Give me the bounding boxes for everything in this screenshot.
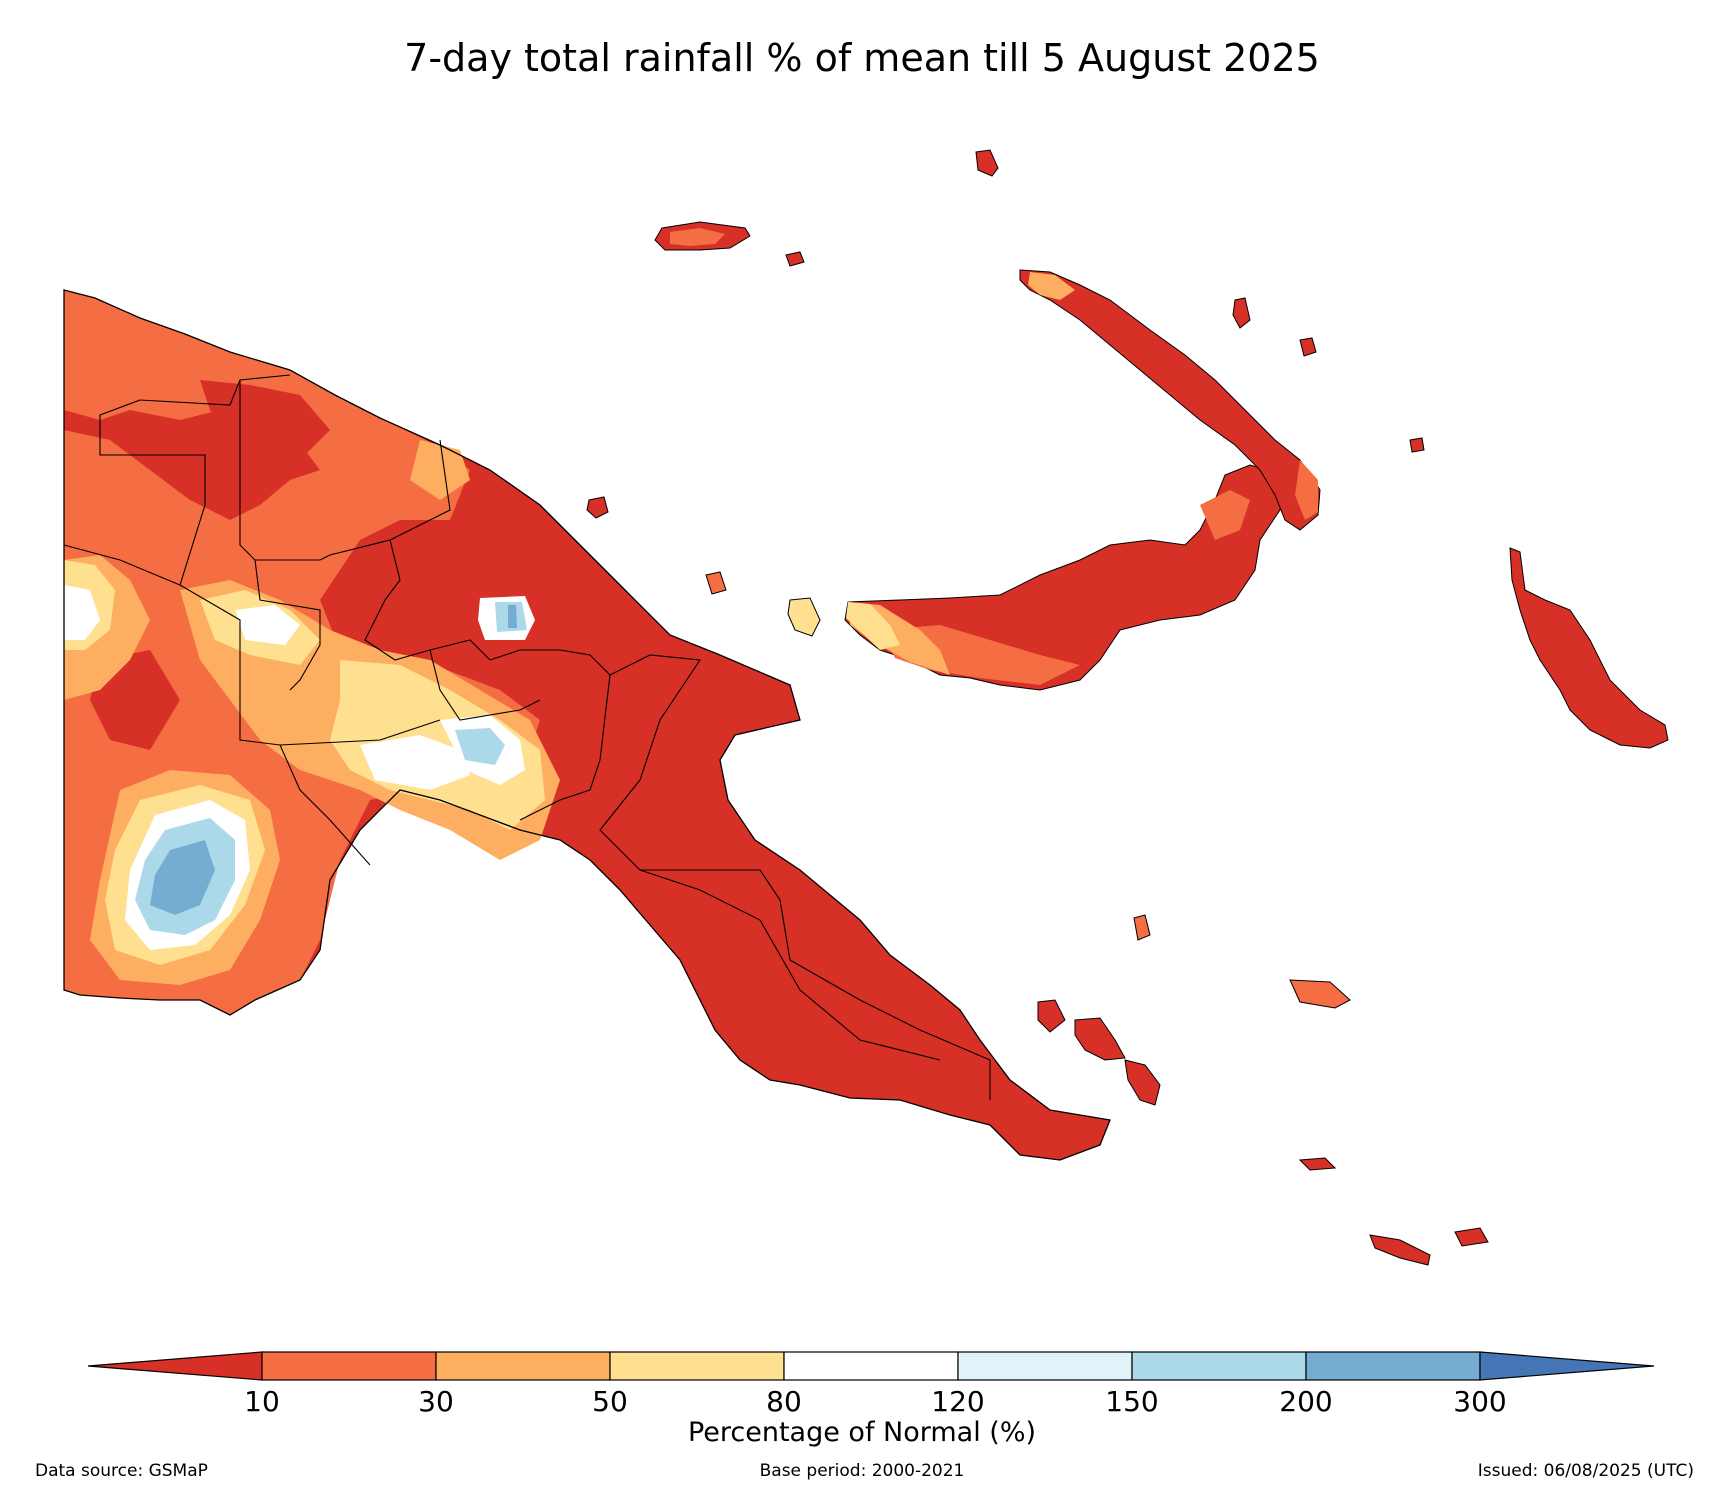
mainland-white-3 xyxy=(360,735,470,790)
colorbar-segment-30-50 xyxy=(435,1351,611,1381)
base-period-note: Base period: 2000-2021 xyxy=(759,1461,965,1481)
colorbar-tick: 80 xyxy=(766,1385,802,1418)
boundary-morobe xyxy=(599,654,941,1061)
mainland-lightblue-2 xyxy=(455,728,505,765)
islet-3 xyxy=(586,496,609,519)
mainland xyxy=(63,289,1111,1161)
boundary-central xyxy=(640,869,991,1100)
mainland-red-patch-4 xyxy=(380,540,470,640)
colorbar-tick: 30 xyxy=(418,1385,454,1418)
new-britain-orange-2 xyxy=(1200,490,1250,540)
islet-6 xyxy=(1232,297,1251,329)
islet-13 xyxy=(1298,1157,1337,1171)
mainland-white-1 xyxy=(64,585,100,640)
boundary-east-sepik xyxy=(239,380,451,561)
boundary-west-sepik xyxy=(63,374,291,586)
map-title: 7-day total rainfall % of mean till 5 Au… xyxy=(404,36,1320,80)
mainland-outline xyxy=(63,289,1111,1161)
province-boundaries xyxy=(63,374,991,1100)
colorbar-segment-50-80 xyxy=(609,1351,785,1381)
colorbar-tick: 200 xyxy=(1279,1385,1333,1418)
colorbar-segment-150-200 xyxy=(1131,1351,1307,1381)
bougainville xyxy=(1509,547,1669,749)
mainland-white-2 xyxy=(235,605,300,645)
boundary-enga xyxy=(179,584,441,746)
islet-9 xyxy=(1037,999,1066,1033)
islet-11 xyxy=(1124,1059,1161,1106)
mainland-blue-2 xyxy=(508,605,517,628)
boundary-highlands-2 xyxy=(364,539,491,661)
boundary-highlands-1 xyxy=(254,559,321,691)
data-source-note: Data source: GSMaP xyxy=(35,1461,208,1481)
colorbar-tick: 150 xyxy=(1105,1385,1159,1418)
islet-10 xyxy=(1074,1017,1126,1061)
colorbar-tick: 300 xyxy=(1453,1385,1507,1418)
manus-island-orange xyxy=(670,228,725,246)
colorbar-label: Percentage of Normal (%) xyxy=(687,1417,1037,1448)
islet-8 xyxy=(1409,437,1425,453)
islet-7 xyxy=(1299,337,1317,357)
boundary-highlands-3 xyxy=(429,649,541,721)
islet-5 xyxy=(787,597,821,637)
colorbar-extend-low xyxy=(87,1351,263,1381)
issued-date-note: Issued: 06/08/2025 (UTC) xyxy=(1477,1461,1694,1481)
colorbar-extend-high xyxy=(1479,1351,1655,1381)
colorbar-tick: 10 xyxy=(244,1385,280,1418)
mainland-red-patch-2 xyxy=(200,380,330,470)
new-ireland-orange xyxy=(1028,272,1075,300)
islet-2 xyxy=(785,251,805,267)
colorbar-segment-10-30 xyxy=(261,1351,437,1381)
colorbar-segment-200-300 xyxy=(1305,1351,1481,1381)
mainland-lightorange-4 xyxy=(410,440,470,500)
colorbar-tick: 120 xyxy=(931,1385,985,1418)
mainland-blue-1 xyxy=(150,840,215,915)
colorbar-segment-120-150 xyxy=(957,1351,1133,1381)
islet-4 xyxy=(705,571,727,595)
new-ireland-orange-2 xyxy=(1295,460,1318,520)
islet-16 xyxy=(1133,914,1151,941)
colorbar-tick: 50 xyxy=(592,1385,628,1418)
colorbar-segment-80-120 xyxy=(783,1351,959,1381)
islet-14 xyxy=(1369,1234,1431,1266)
islet-12 xyxy=(1289,979,1351,1009)
islands xyxy=(586,149,1669,1266)
islet-1 xyxy=(975,149,999,177)
boundary-gulf xyxy=(279,744,371,866)
islet-15 xyxy=(1454,1227,1489,1247)
new-britain-yellow-1 xyxy=(846,602,900,650)
